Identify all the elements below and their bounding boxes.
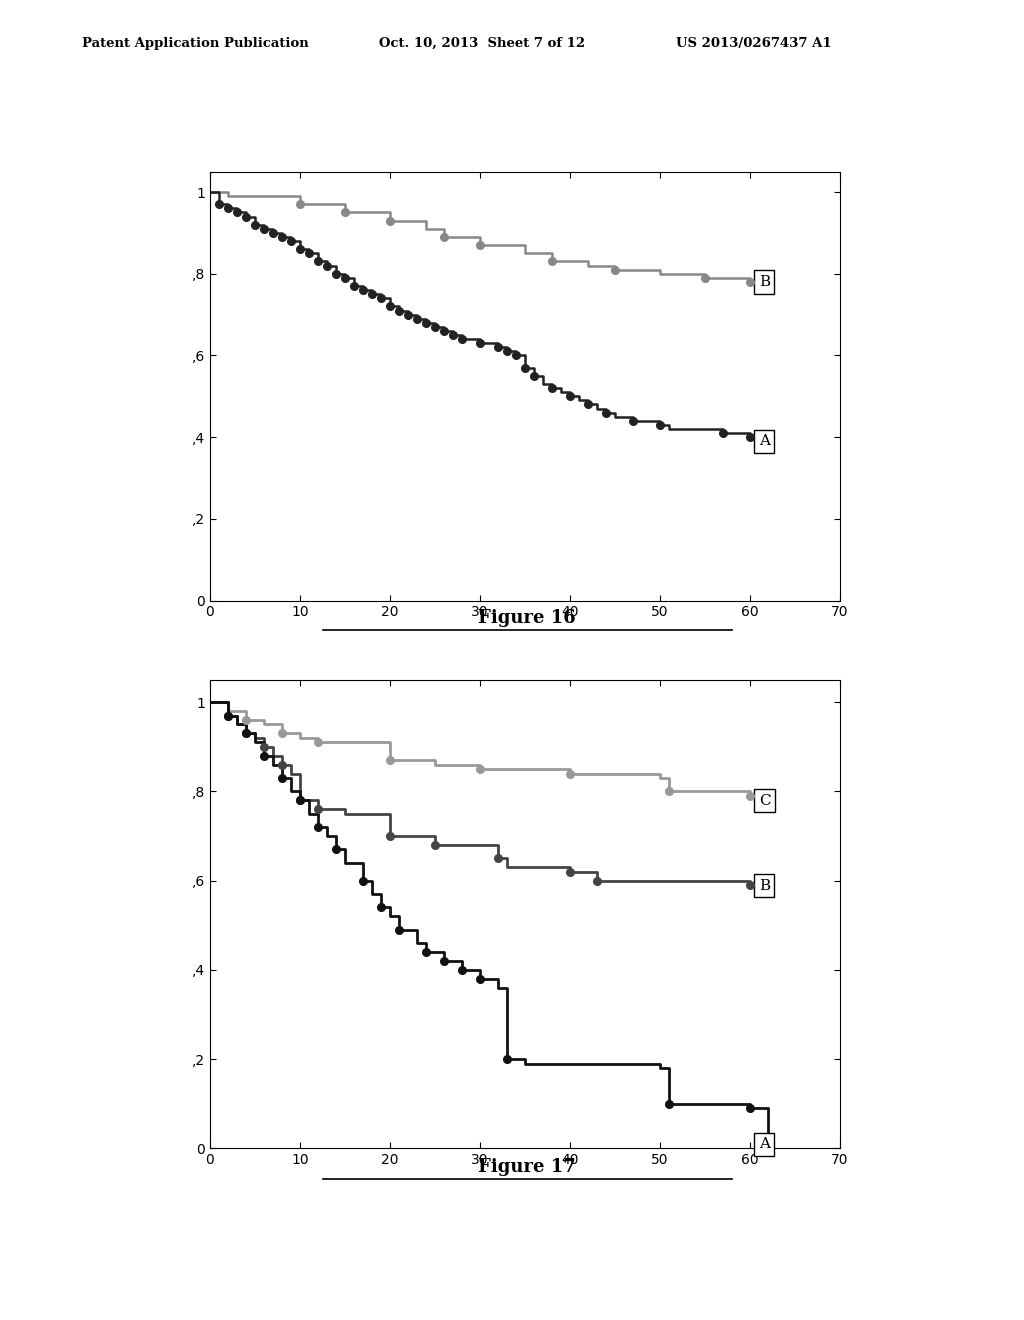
Text: A: A [759,1138,770,1151]
Text: B: B [759,275,770,289]
Text: C: C [759,793,770,808]
Text: B: B [759,879,770,892]
Text: A: A [759,434,770,449]
Text: Figure 16: Figure 16 [478,609,577,627]
Text: Figure 17: Figure 17 [478,1158,577,1176]
Text: US 2013/0267437 A1: US 2013/0267437 A1 [676,37,831,50]
Text: Patent Application Publication: Patent Application Publication [82,37,308,50]
Text: Oct. 10, 2013  Sheet 7 of 12: Oct. 10, 2013 Sheet 7 of 12 [379,37,585,50]
